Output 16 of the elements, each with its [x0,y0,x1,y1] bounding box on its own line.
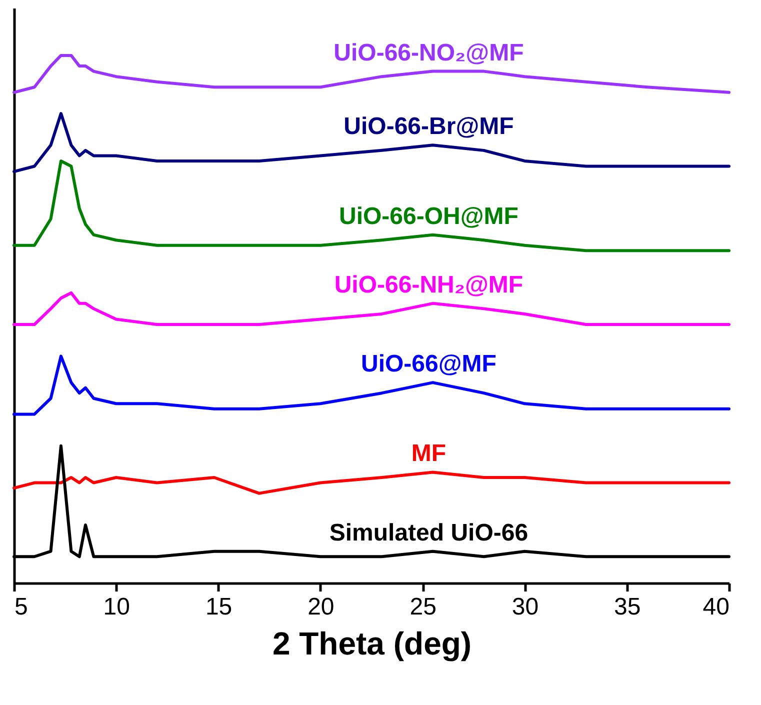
x-tick-label: 20 [308,594,334,620]
x-tick-label: 5 [14,594,28,620]
series-label: UiO-66-NO₂@MF [334,39,524,66]
x-tick-label: 15 [205,594,232,620]
series-label: UiO-66-NH₂@MF [334,271,524,298]
x-tick-label: 30 [512,594,539,620]
x-axis-title: 2 Theta (deg) [272,626,472,662]
series-label: UiO-66-OH@MF [338,202,518,230]
series-label: MF [411,440,446,468]
x-tick-label: 10 [103,594,130,620]
series-label: UiO-66@MF [360,350,496,378]
x-tick-label: 25 [410,594,436,620]
x-tick-label: 35 [614,594,641,620]
series-label: UiO-66-Br@MF [344,113,514,140]
x-tick-label: 40 [702,594,730,620]
series-label: Simulated UiO-66 [329,519,528,546]
